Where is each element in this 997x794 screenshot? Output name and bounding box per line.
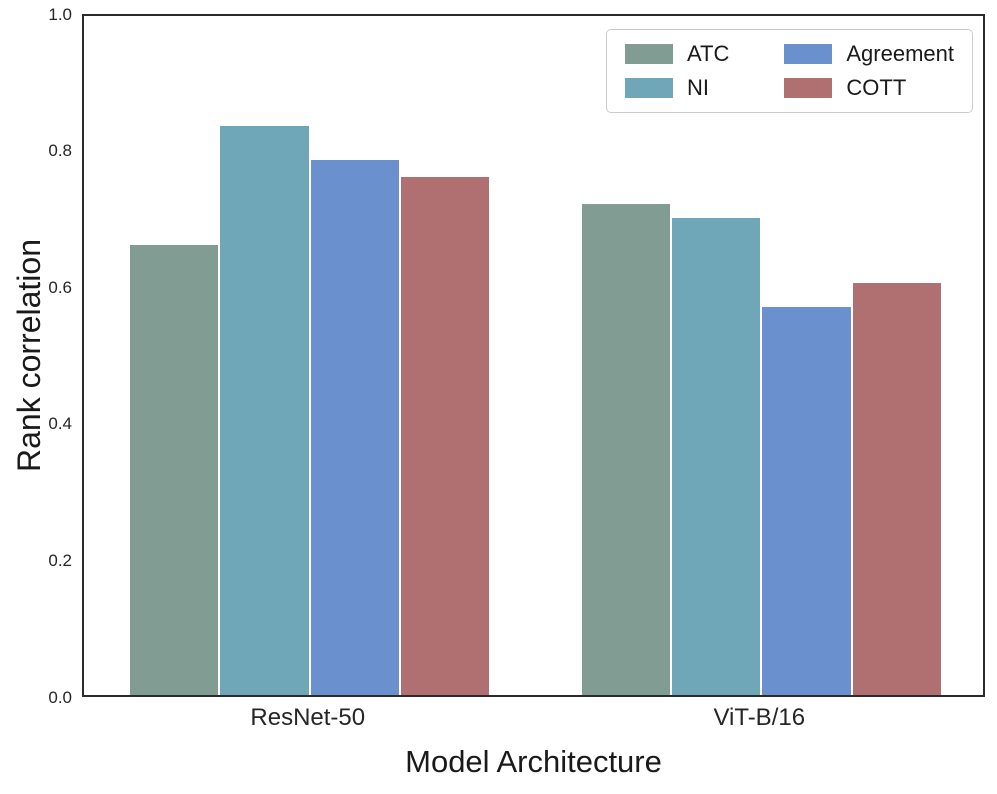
legend-swatch-Agreement <box>784 44 833 64</box>
y-tick-label-0.6: 0.6 <box>48 277 72 297</box>
legend-label-COTT: COTT <box>846 75 907 100</box>
y-tick-label-1.0: 1.0 <box>48 4 72 24</box>
x-tick-label-ResNet-50: ResNet-50 <box>250 704 366 731</box>
legend-swatch-ATC <box>625 44 673 64</box>
bar-ATC-ViT-B/16 <box>580 203 671 695</box>
legend-label-NI: NI <box>687 75 709 100</box>
legend-item-ATC: ATC <box>625 42 729 66</box>
legend-label-ATC: ATC <box>687 41 730 66</box>
bar-COTT-ViT-B/16 <box>851 281 942 695</box>
y-axis-label-container: Rank correlation <box>0 14 58 697</box>
bar-NI-ResNet-50 <box>219 124 310 695</box>
plot-area: ATC NI Agreement COTT <box>82 14 985 697</box>
y-tick-label-0.8: 0.8 <box>48 141 72 161</box>
bar-NI-ViT-B/16 <box>670 216 762 695</box>
legend-swatch-COTT <box>784 78 833 98</box>
legend-label-Agreement: Agreement <box>846 41 954 66</box>
y-axis-label: Rank correlation <box>10 239 47 472</box>
legend-item-Agreement: Agreement <box>784 42 954 66</box>
legend-swatch-NI <box>625 78 673 98</box>
bar-Agreement-ViT-B/16 <box>761 305 852 695</box>
legend-item-COTT: COTT <box>784 76 954 100</box>
y-tick-label-0.2: 0.2 <box>48 550 72 570</box>
legend: ATC NI Agreement COTT <box>606 29 973 113</box>
x-axis-label: Model Architecture <box>405 744 662 779</box>
bar-Agreement-ResNet-50 <box>309 158 401 695</box>
bar-ATC-ResNet-50 <box>129 244 220 695</box>
legend-item-NI: NI <box>625 76 729 100</box>
y-tick-label-0.0: 0.0 <box>48 687 72 707</box>
y-tick-label-0.4: 0.4 <box>48 414 72 434</box>
x-tick-label-ViT-B/16: ViT-B/16 <box>713 704 806 731</box>
bar-COTT-ResNet-50 <box>400 175 491 695</box>
